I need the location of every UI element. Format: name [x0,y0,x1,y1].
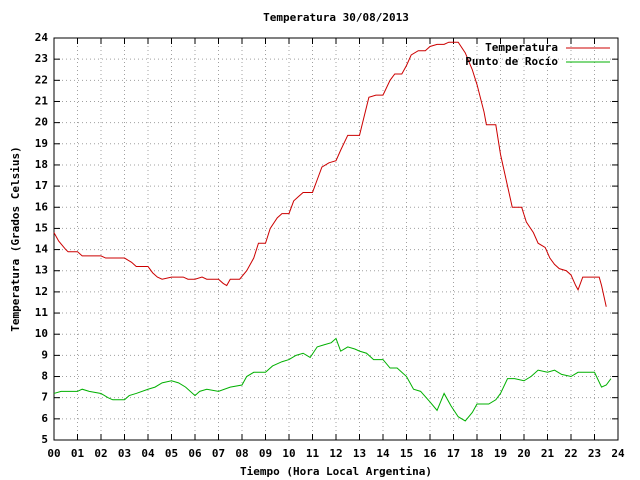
y-tick-label: 7 [41,391,48,404]
x-tick-label: 21 [541,447,555,460]
y-tick-label: 10 [35,327,48,340]
series-line [53,337,612,422]
y-tick-label: 5 [41,433,48,446]
x-tick-label: 09 [259,447,272,460]
x-tick-label: 05 [165,447,178,460]
y-tick-label: 6 [41,412,48,425]
x-tick-label: 11 [306,447,320,460]
y-tick-label: 8 [41,370,48,383]
x-tick-label: 14 [376,447,390,460]
x-tick-label: 04 [141,447,155,460]
chart-title: Temperatura 30/08/2013 [263,11,409,24]
legend-label: Punto de Rocío [465,55,558,68]
x-tick-label: 08 [235,447,248,460]
x-tick-label: 20 [517,447,530,460]
x-axis-label: Tiempo (Hora Local Argentina) [240,465,432,478]
y-tick-label: 23 [35,52,48,65]
y-tick-label: 22 [35,73,48,86]
y-tick-label: 20 [35,116,48,129]
legend-label: Temperatura [485,41,558,54]
y-tick-label: 9 [41,348,48,361]
y-tick-label: 14 [35,243,49,256]
y-tick-label: 15 [35,221,48,234]
x-tick-label: 10 [282,447,295,460]
x-tick-label: 17 [447,447,460,460]
y-tick-label: 13 [35,264,48,277]
x-tick-label: 16 [423,447,437,460]
y-tick-label: 24 [35,31,49,44]
x-tick-label: 24 [611,447,625,460]
x-tick-label: 03 [118,447,131,460]
x-tick-label: 19 [494,447,507,460]
x-tick-label: 23 [588,447,601,460]
y-tick-label: 19 [35,137,48,150]
y-tick-label: 12 [35,285,48,298]
x-tick-label: 06 [188,447,202,460]
y-tick-label: 21 [35,94,49,107]
y-axis-label: Temperatura (Grados Celsius) [9,146,22,331]
plot: 5 6 7 8 9 10 11 12 13 14 15 16 17 18 19 20 21 22 23 24 00 01 0… [35,31,625,460]
x-tick-label: 13 [353,447,366,460]
y-tick-label: 11 [35,306,49,319]
y-tick-label: 17 [35,179,48,192]
x-tick-label: 07 [212,447,225,460]
plot-border [53,37,619,441]
x-tick-label: 22 [564,447,577,460]
x-tick-label: 01 [71,447,85,460]
x-tick-label: 18 [470,447,483,460]
x-tick-label: 00 [47,447,60,460]
y-tick-label: 16 [35,200,49,213]
y-tick-label: 18 [35,158,48,171]
x-tick-label: 15 [400,447,413,460]
x-tick-label: 12 [329,447,342,460]
series-line [53,41,607,307]
x-tick-label: 02 [94,447,107,460]
